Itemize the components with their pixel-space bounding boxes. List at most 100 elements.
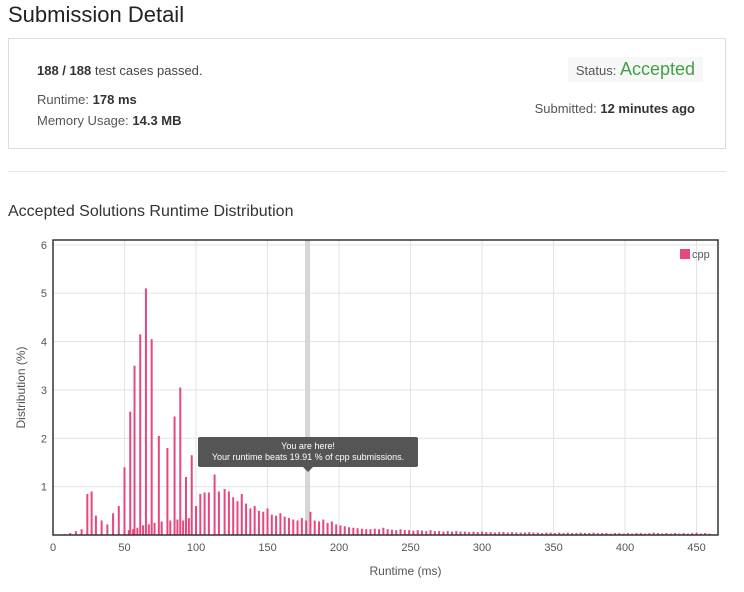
distribution-bar bbox=[588, 533, 591, 535]
status-accepted-link[interactable]: Accepted bbox=[619, 59, 695, 79]
distribution-bar bbox=[493, 532, 496, 535]
distribution-bar bbox=[442, 531, 445, 535]
distribution-bar bbox=[515, 532, 518, 535]
x-tick-label: 50 bbox=[118, 542, 130, 554]
distribution-bar bbox=[322, 519, 325, 535]
distribution-bar bbox=[213, 474, 216, 535]
distribution-bar bbox=[240, 493, 243, 535]
distribution-bar bbox=[279, 513, 282, 535]
distribution-bar bbox=[485, 532, 488, 535]
distribution-bar bbox=[425, 531, 428, 535]
x-tick-label: 150 bbox=[258, 542, 276, 554]
distribution-bar bbox=[459, 531, 462, 535]
x-tick-label: 300 bbox=[473, 542, 491, 554]
distribution-bar bbox=[266, 508, 269, 535]
distribution-bar bbox=[232, 497, 235, 535]
distribution-bar bbox=[420, 530, 423, 535]
distribution-bar bbox=[558, 532, 561, 535]
distribution-section-title: Accepted Solutions Runtime Distribution bbox=[8, 203, 294, 220]
distribution-bar bbox=[160, 521, 163, 535]
distribution-bar bbox=[74, 531, 77, 535]
distribution-bar bbox=[468, 532, 471, 535]
distribution-bar bbox=[287, 518, 290, 535]
distribution-bar bbox=[144, 288, 147, 535]
distribution-bar bbox=[652, 532, 655, 535]
distribution-bar bbox=[352, 527, 355, 535]
distribution-bar bbox=[416, 530, 419, 535]
memory-row: Memory Usage: 14.3 MB bbox=[37, 113, 182, 128]
distribution-bar bbox=[502, 532, 505, 535]
distribution-bar bbox=[257, 510, 260, 535]
distribution-bar bbox=[249, 508, 252, 535]
distribution-bar bbox=[451, 531, 453, 535]
distribution-bar bbox=[618, 533, 621, 535]
distribution-bar bbox=[412, 530, 415, 535]
legend-label-cpp: cpp bbox=[692, 249, 710, 261]
submitted-value: 12 minutes ago bbox=[600, 101, 695, 116]
distribution-bar bbox=[489, 532, 492, 535]
distribution-bar bbox=[682, 533, 685, 535]
distribution-bar bbox=[343, 526, 346, 535]
distribution-bar bbox=[365, 529, 368, 535]
distribution-bar bbox=[217, 491, 220, 535]
distribution-bar bbox=[223, 489, 226, 535]
distribution-bar bbox=[339, 525, 342, 535]
memory-value: 14.3 MB bbox=[132, 113, 182, 128]
distribution-bar bbox=[207, 492, 210, 535]
memory-label: Memory Usage: bbox=[37, 113, 129, 128]
distribution-bar bbox=[656, 533, 659, 535]
distribution-bar bbox=[292, 519, 295, 535]
distribution-bar bbox=[90, 491, 93, 535]
runtime-row: Runtime: 178 ms bbox=[37, 92, 137, 107]
runtime-tooltip: You are here! Your runtime beats 19.91 %… bbox=[198, 437, 418, 472]
distribution-bar bbox=[498, 532, 501, 535]
submission-summary-panel: 188 / 188 test cases passed. Runtime: 17… bbox=[8, 38, 726, 149]
distribution-bar bbox=[179, 387, 182, 535]
distribution-bar bbox=[133, 365, 136, 535]
distribution-bar bbox=[390, 529, 393, 535]
test-cases-count: 188 / 188 bbox=[37, 63, 92, 78]
distribution-bar bbox=[528, 532, 531, 535]
distribution-bar bbox=[169, 520, 172, 535]
distribution-bar bbox=[519, 532, 522, 535]
test-cases-suffix: test cases passed. bbox=[94, 63, 203, 78]
distribution-bar bbox=[635, 533, 638, 535]
distribution-bar bbox=[330, 521, 333, 535]
distribution-bar bbox=[139, 334, 142, 535]
tooltip-line1: You are here! bbox=[281, 441, 335, 451]
distribution-bar bbox=[313, 520, 316, 535]
y-tick-label: 6 bbox=[41, 240, 47, 252]
distribution-bar bbox=[185, 476, 187, 535]
distribution-bar bbox=[94, 515, 97, 535]
distribution-bar bbox=[601, 533, 604, 535]
x-axis-label: Runtime (ms) bbox=[369, 564, 441, 578]
distribution-bar bbox=[100, 520, 103, 535]
distribution-bar bbox=[117, 505, 120, 535]
distribution-bar bbox=[173, 416, 176, 535]
submitted-row: Submitted: 12 minutes ago bbox=[535, 101, 695, 116]
x-tick-label: 200 bbox=[330, 542, 348, 554]
legend-swatch-cpp bbox=[680, 249, 690, 259]
distribution-bar bbox=[511, 532, 514, 535]
distribution-bar bbox=[195, 505, 198, 535]
distribution-bar bbox=[199, 493, 202, 535]
distribution-bar bbox=[553, 533, 556, 535]
distribution-bar bbox=[575, 533, 578, 535]
x-tick-label: 250 bbox=[401, 542, 419, 554]
distribution-bar bbox=[463, 531, 466, 535]
distribution-bar bbox=[403, 530, 406, 535]
distribution-bar bbox=[157, 435, 160, 535]
distribution-bar bbox=[203, 492, 206, 535]
distribution-bar bbox=[481, 531, 484, 535]
distribution-bar bbox=[373, 528, 376, 535]
divider bbox=[8, 171, 726, 172]
x-tick-label: 100 bbox=[187, 542, 205, 554]
x-tick-label: 400 bbox=[616, 542, 634, 554]
distribution-bar bbox=[153, 522, 156, 535]
distribution-bar bbox=[136, 527, 139, 535]
distribution-bar bbox=[127, 530, 130, 535]
distribution-bar bbox=[106, 524, 109, 535]
distribution-bar bbox=[296, 520, 299, 535]
distribution-bar bbox=[648, 533, 651, 535]
distribution-bar bbox=[399, 529, 402, 535]
